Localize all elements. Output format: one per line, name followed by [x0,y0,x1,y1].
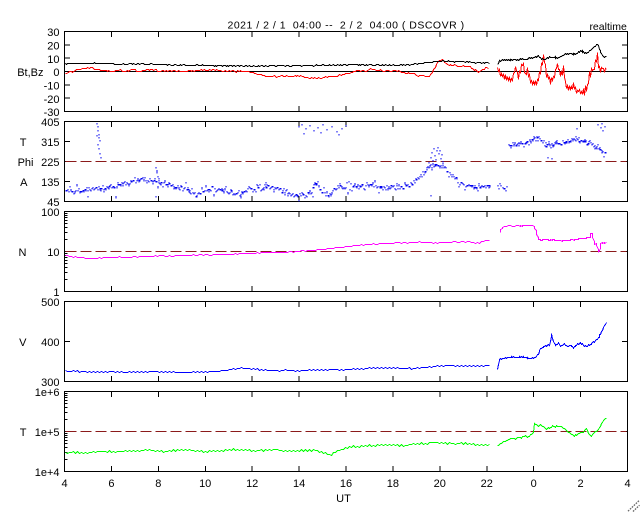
svg-text:400: 400 [41,337,59,349]
svg-text:1e+5: 1e+5 [35,427,60,439]
svg-text:T: T [20,427,27,439]
svg-text:30: 30 [47,27,59,39]
svg-text:realtime: realtime [589,21,627,33]
svg-text:100: 100 [41,207,59,219]
svg-text:10: 10 [47,247,59,259]
svg-text:UT: UT [336,493,351,505]
svg-text:10: 10 [199,478,211,490]
svg-text:1e+4: 1e+4 [35,467,60,479]
svg-text:4: 4 [624,478,630,490]
svg-text:18: 18 [387,478,399,490]
svg-text:4: 4 [61,478,67,490]
svg-text:225: 225 [41,157,59,169]
svg-text:-10: -10 [44,80,60,92]
svg-text:1: 1 [53,287,59,299]
svg-text:405: 405 [41,117,59,129]
svg-text:0: 0 [53,67,59,79]
svg-text:T: T [20,137,27,149]
svg-text:20: 20 [434,478,446,490]
svg-text:-30: -30 [44,107,60,119]
svg-text:22: 22 [481,478,493,490]
svg-text:45: 45 [47,197,59,209]
svg-text:A: A [20,177,28,189]
svg-text:300: 300 [41,377,59,389]
svg-text:6: 6 [108,478,114,490]
svg-text:2021 / 2 / 1 04:00 -- 2 / 2: 2021 / 2 / 1 04:00 -- 2 / 2 04:00 ( DSCO… [228,19,465,31]
svg-text:12: 12 [246,478,258,490]
svg-text:10: 10 [47,54,59,66]
svg-text:20: 20 [47,40,59,52]
svg-text:N: N [19,247,27,259]
svg-text:0: 0 [531,478,537,490]
svg-text:14: 14 [293,478,305,490]
svg-text:8: 8 [155,478,161,490]
svg-text:1e+6: 1e+6 [35,387,60,399]
svg-text:500: 500 [41,297,59,309]
svg-text:315: 315 [41,137,59,149]
svg-text:2: 2 [578,478,584,490]
svg-text:Phi: Phi [18,157,34,169]
svg-text:135: 135 [41,177,59,189]
svg-text:-20: -20 [44,94,60,106]
svg-text:V: V [19,337,27,349]
svg-text:Bt,Bz: Bt,Bz [17,67,43,79]
svg-text:16: 16 [340,478,352,490]
